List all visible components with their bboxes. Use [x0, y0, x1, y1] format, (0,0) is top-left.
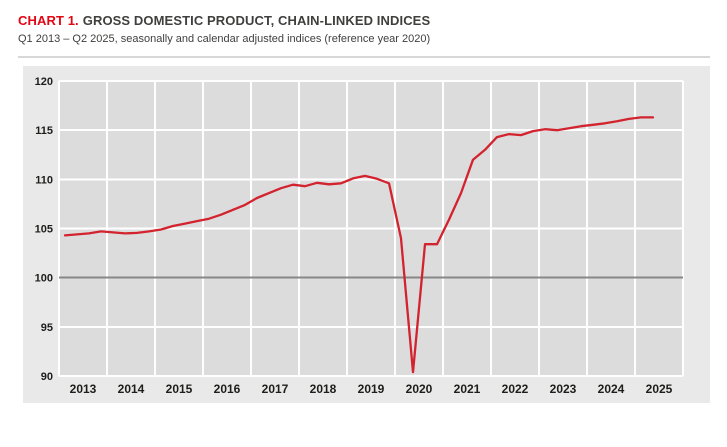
header-divider: [18, 56, 710, 58]
y-tick-95: 95: [41, 322, 53, 334]
x-tick-2015: 2015: [166, 382, 193, 396]
chart-heading: CHART 1. GROSS DOMESTIC PRODUCT, CHAIN-LI…: [18, 13, 430, 28]
x-tick-2019: 2019: [358, 382, 385, 396]
x-tick-2024: 2024: [598, 382, 625, 396]
x-tick-2025: 2025: [646, 382, 673, 396]
x-tick-2016: 2016: [214, 382, 241, 396]
chart-title-text: GROSS DOMESTIC PRODUCT, CHAIN-LINKED IND…: [82, 13, 431, 28]
x-tick-2023: 2023: [550, 382, 577, 396]
chart-subtitle: Q1 2013 – Q2 2025, seasonally and calend…: [18, 33, 431, 45]
y-tick-115: 115: [35, 125, 53, 137]
x-tick-2022: 2022: [502, 382, 529, 396]
x-tick-2017: 2017: [262, 382, 289, 396]
x-tick-2020: 2020: [406, 382, 433, 396]
y-tick-110: 110: [35, 174, 53, 186]
x-tick-2021: 2021: [454, 382, 481, 396]
x-tick-2014: 2014: [118, 382, 145, 396]
y-tick-120: 120: [35, 76, 53, 88]
gdp-index-line: [63, 116, 655, 374]
chart-number-label: CHART 1.: [18, 13, 79, 28]
x-tick-2018: 2018: [310, 382, 337, 396]
x-tick-2013: 2013: [70, 382, 97, 396]
y-tick-100: 100: [35, 273, 53, 285]
y-tick-105: 105: [35, 224, 53, 236]
y-tick-90: 90: [41, 371, 53, 383]
